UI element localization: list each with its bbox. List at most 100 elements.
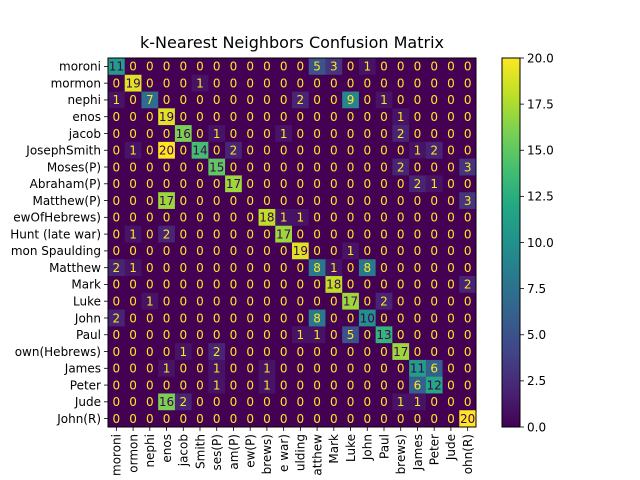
matrix-cell-value: 0 — [330, 93, 338, 107]
matrix-cell-value: 0 — [397, 244, 405, 258]
matrix-cell — [358, 141, 377, 160]
matrix-cell — [375, 326, 393, 344]
matrix-cell-value: 0 — [163, 177, 171, 191]
matrix-cell — [459, 225, 477, 243]
matrix-cell — [174, 343, 193, 361]
matrix-cell — [141, 292, 159, 311]
matrix-cell-value: 0 — [129, 110, 137, 124]
matrix-cell-value: 0 — [196, 378, 204, 392]
matrix-cell — [124, 309, 142, 327]
matrix-cell-value: 0 — [163, 76, 171, 90]
matrix-cell-value: 0 — [196, 211, 204, 225]
matrix-cell — [108, 276, 126, 294]
matrix-cell — [158, 125, 176, 143]
matrix-cell — [241, 175, 260, 193]
matrix-cell — [258, 343, 276, 361]
matrix-cell — [392, 192, 410, 210]
matrix-cell-value: 0 — [196, 412, 204, 426]
matrix-cell-value: 0 — [397, 76, 405, 90]
matrix-cell — [358, 242, 377, 260]
matrix-cell-value: 0 — [280, 60, 288, 74]
y-tick-label: Peter — [70, 378, 101, 392]
matrix-cell-value: 0 — [263, 76, 271, 90]
matrix-cell — [225, 125, 243, 143]
matrix-cell-value: 0 — [380, 362, 388, 376]
matrix-cell — [442, 158, 460, 176]
matrix-cell-value: 0 — [430, 93, 438, 107]
matrix-cell — [225, 108, 243, 126]
matrix-cell-value: 0 — [179, 93, 187, 107]
matrix-cell-value: 0 — [246, 160, 254, 174]
matrix-cell-value: 0 — [280, 395, 288, 409]
matrix-cell-value: 0 — [414, 244, 422, 258]
matrix-cell-value: 0 — [280, 412, 288, 426]
matrix-cell — [208, 410, 226, 428]
matrix-cell — [358, 208, 377, 227]
matrix-cell-value: 1 — [330, 261, 338, 275]
matrix-cell-value: 2 — [297, 93, 305, 107]
matrix-cell — [358, 410, 377, 428]
matrix-cell — [208, 74, 226, 93]
matrix-cell — [191, 141, 209, 160]
matrix-cell — [275, 242, 293, 260]
matrix-cell-value: 0 — [163, 278, 171, 292]
matrix-cell-value: 0 — [447, 362, 455, 376]
matrix-cell-value: 2 — [464, 278, 472, 292]
matrix-cell-value: 0 — [146, 177, 154, 191]
matrix-cell — [191, 175, 209, 193]
matrix-cell — [108, 242, 126, 260]
matrix-cell — [108, 393, 126, 411]
matrix-cell-value: 0 — [129, 362, 137, 376]
matrix-cell — [342, 410, 360, 428]
matrix-cell — [275, 393, 293, 411]
matrix-cell — [308, 108, 326, 126]
matrix-cell — [308, 242, 326, 260]
matrix-cell-value: 0 — [330, 144, 338, 158]
matrix-cell — [358, 108, 377, 126]
y-tick-label: own(Hebrews) — [15, 345, 101, 359]
matrix-cell — [442, 125, 460, 143]
matrix-cell — [275, 91, 293, 109]
matrix-cell-value: 0 — [313, 244, 321, 258]
matrix-cell-value: 0 — [179, 144, 187, 158]
matrix-cell-value: 0 — [464, 60, 472, 74]
matrix-cell — [275, 376, 293, 394]
matrix-cell — [158, 292, 176, 311]
matrix-cell — [275, 276, 293, 294]
matrix-cell-value: 0 — [230, 395, 238, 409]
matrix-cell-value: 0 — [280, 93, 288, 107]
matrix-cell-value: 0 — [380, 144, 388, 158]
matrix-cell-value: 0 — [129, 244, 137, 258]
matrix-cell-value: 0 — [280, 177, 288, 191]
matrix-cell — [124, 192, 142, 210]
matrix-cell-value: 0 — [430, 211, 438, 225]
matrix-cell-value: 0 — [230, 261, 238, 275]
matrix-cell — [241, 125, 260, 143]
matrix-cell — [342, 326, 360, 344]
matrix-cell — [425, 393, 444, 411]
matrix-cell — [124, 74, 142, 93]
matrix-cell-value: 0 — [113, 194, 121, 208]
x-axis-ticks: moroni ormon nephi enos jacob Smith ses(P) am(P… — [110, 427, 475, 476]
y-tick-label: jacob — [68, 127, 101, 141]
matrix-cell — [292, 208, 310, 227]
matrix-cell — [425, 376, 444, 394]
matrix-cell — [409, 158, 427, 176]
matrix-cell — [241, 326, 260, 344]
matrix-cell — [275, 410, 293, 428]
matrix-cell-value: 0 — [263, 127, 271, 141]
matrix-cell — [409, 91, 427, 109]
matrix-cell — [392, 74, 410, 93]
y-tick-label: Hunt (late war) — [10, 227, 101, 241]
matrix-cell — [342, 225, 360, 243]
matrix-cell-value: 0 — [146, 412, 154, 426]
matrix-cell — [258, 309, 276, 327]
matrix-cell — [191, 74, 209, 93]
matrix-cell — [141, 74, 159, 93]
matrix-cell — [174, 309, 193, 327]
matrix-cell — [158, 225, 176, 243]
matrix-cell-value: 0 — [380, 412, 388, 426]
y-tick-label: Luke — [73, 295, 101, 309]
matrix-cell-value: 0 — [347, 177, 355, 191]
